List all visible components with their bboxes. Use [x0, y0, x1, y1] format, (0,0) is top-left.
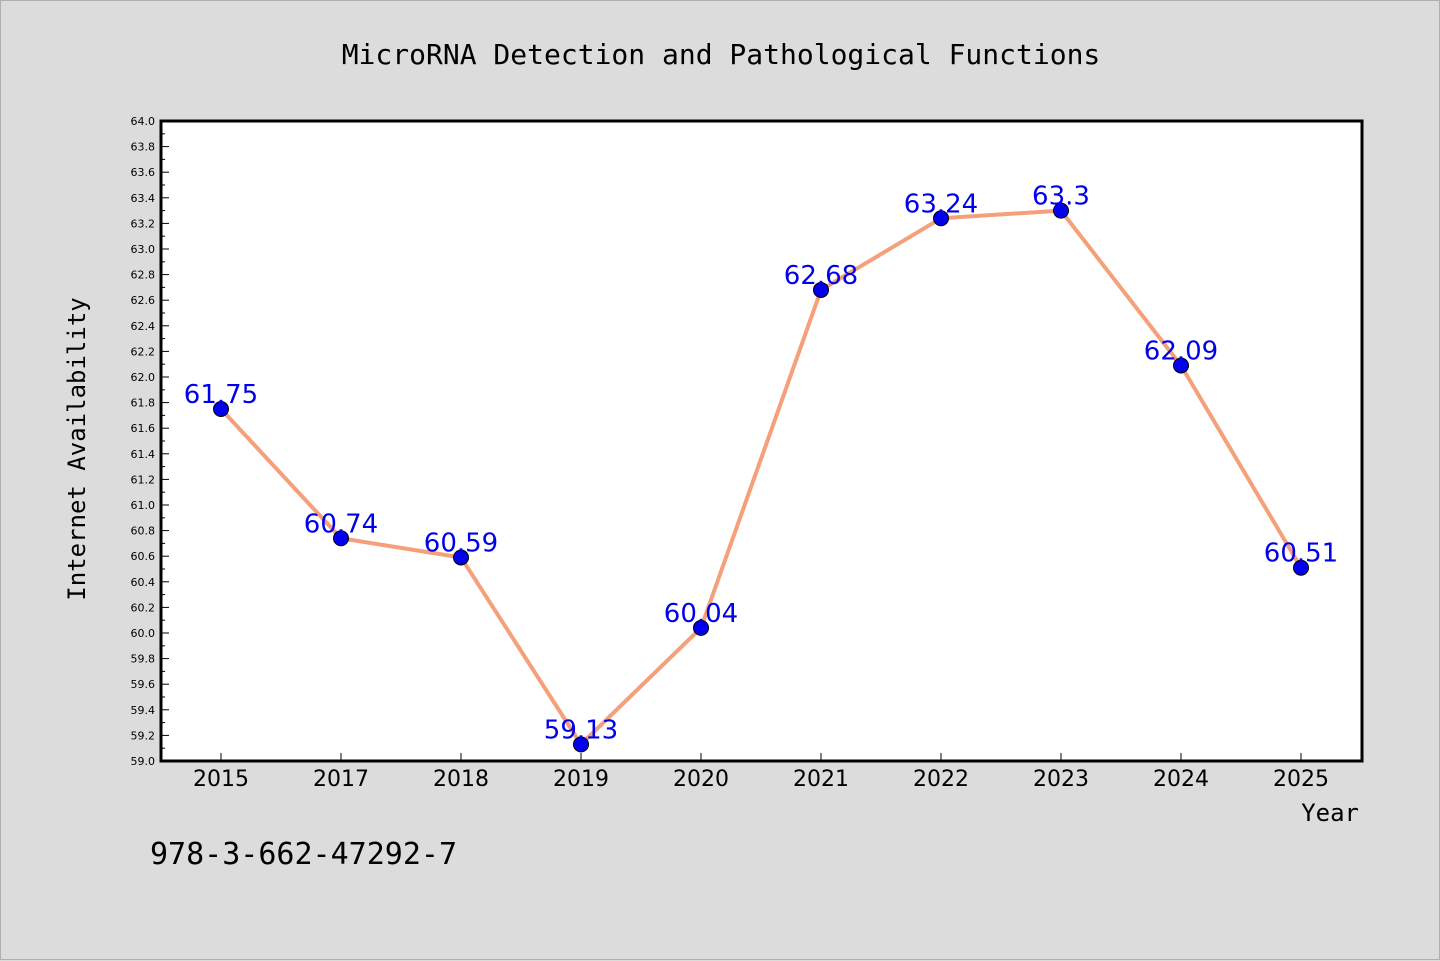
- y-tick-label: 64.0: [131, 115, 156, 128]
- data-label: 61.75: [184, 380, 258, 410]
- y-tick-label: 62.6: [131, 294, 156, 307]
- x-tick-label: 2024: [1153, 767, 1209, 792]
- y-tick-label: 61.6: [131, 422, 156, 435]
- x-tick-label: 2015: [193, 767, 249, 792]
- y-tick-label: 59.8: [131, 653, 156, 666]
- x-tick-label: 2025: [1273, 767, 1329, 792]
- y-axis-ticks: 59.0 59.2 59.4 59.6 59.8 60.0 60.2 60.4 60.6 60.8…: [131, 115, 169, 768]
- x-tick-label: 2020: [673, 767, 729, 792]
- x-tick-label: 2019: [553, 767, 609, 792]
- y-tick-label: 63.8: [131, 141, 156, 154]
- y-tick-label: 62.0: [131, 371, 156, 384]
- y-tick-label: 60.8: [131, 525, 156, 538]
- y-tick-label: 59.2: [131, 729, 156, 742]
- y-tick-label: 59.6: [131, 678, 156, 691]
- series-layer: 61.75 60.74 60.59 59.13 60.04 62.68 63.24 63.3 6…: [184, 182, 1338, 753]
- data-point: [693, 619, 709, 636]
- x-tick-label: 2021: [793, 767, 849, 792]
- data-point: [453, 549, 469, 566]
- data-point: [1053, 202, 1069, 219]
- y-tick-label: 59.4: [131, 704, 156, 717]
- x-tick-label: 2022: [913, 767, 969, 792]
- data-point: [1293, 559, 1309, 576]
- y-tick-label: 60.4: [131, 576, 156, 589]
- y-tick-label: 61.8: [131, 397, 156, 410]
- data-point: [933, 210, 949, 227]
- y-tick-label: 62.8: [131, 269, 156, 282]
- data-label: 60.04: [664, 599, 738, 629]
- y-tick-label: 59.0: [131, 755, 156, 768]
- y-tick-label: 63.2: [131, 217, 156, 230]
- data-point: [333, 530, 349, 547]
- x-tick-label: 2018: [433, 767, 489, 792]
- data-point: [573, 736, 589, 753]
- data-label: 63.24: [904, 189, 978, 219]
- y-tick-label: 63.4: [131, 192, 156, 205]
- y-tick-label: 60.0: [131, 627, 156, 640]
- x-tick-label: 2023: [1033, 767, 1089, 792]
- data-point: [213, 401, 229, 417]
- chart-title: MicroRNA Detection and Pathological Func…: [342, 38, 1101, 71]
- y-tick-label: 60.2: [131, 601, 156, 614]
- y-tick-label: 62.4: [131, 320, 156, 333]
- y-tick-label: 61.4: [131, 448, 156, 461]
- y-tick-label: 63.0: [131, 243, 156, 256]
- y-tick-label: 63.6: [131, 166, 156, 179]
- data-label: 59.13: [544, 715, 618, 745]
- data-label: 62.09: [1144, 336, 1218, 366]
- x-tick-label: 2017: [313, 767, 369, 792]
- y-tick-label: 61.2: [131, 473, 156, 486]
- data-label: 60.74: [304, 509, 378, 539]
- data-label: 60.51: [1264, 539, 1338, 569]
- data-point: [813, 281, 829, 298]
- x-axis-ticks: 2015 2017 2018 2019 2020 2021 2022 2023 2024 2025: [193, 753, 1329, 792]
- y-tick-label: 60.6: [131, 550, 156, 563]
- y-axis-label: Internet Availability: [63, 297, 91, 600]
- x-axis-label: Year: [1301, 799, 1359, 827]
- data-label: 60.59: [424, 528, 498, 558]
- y-tick-label: 61.0: [131, 499, 156, 512]
- data-label: 63.3: [1032, 182, 1090, 212]
- y-tick-label: 62.2: [131, 345, 156, 358]
- series-line: [219, 208, 1303, 747]
- data-label: 62.68: [784, 261, 858, 291]
- isbn-text: 978-3-662-47292-7: [150, 837, 457, 872]
- plot-area: [159, 119, 1364, 763]
- data-point: [1173, 357, 1189, 374]
